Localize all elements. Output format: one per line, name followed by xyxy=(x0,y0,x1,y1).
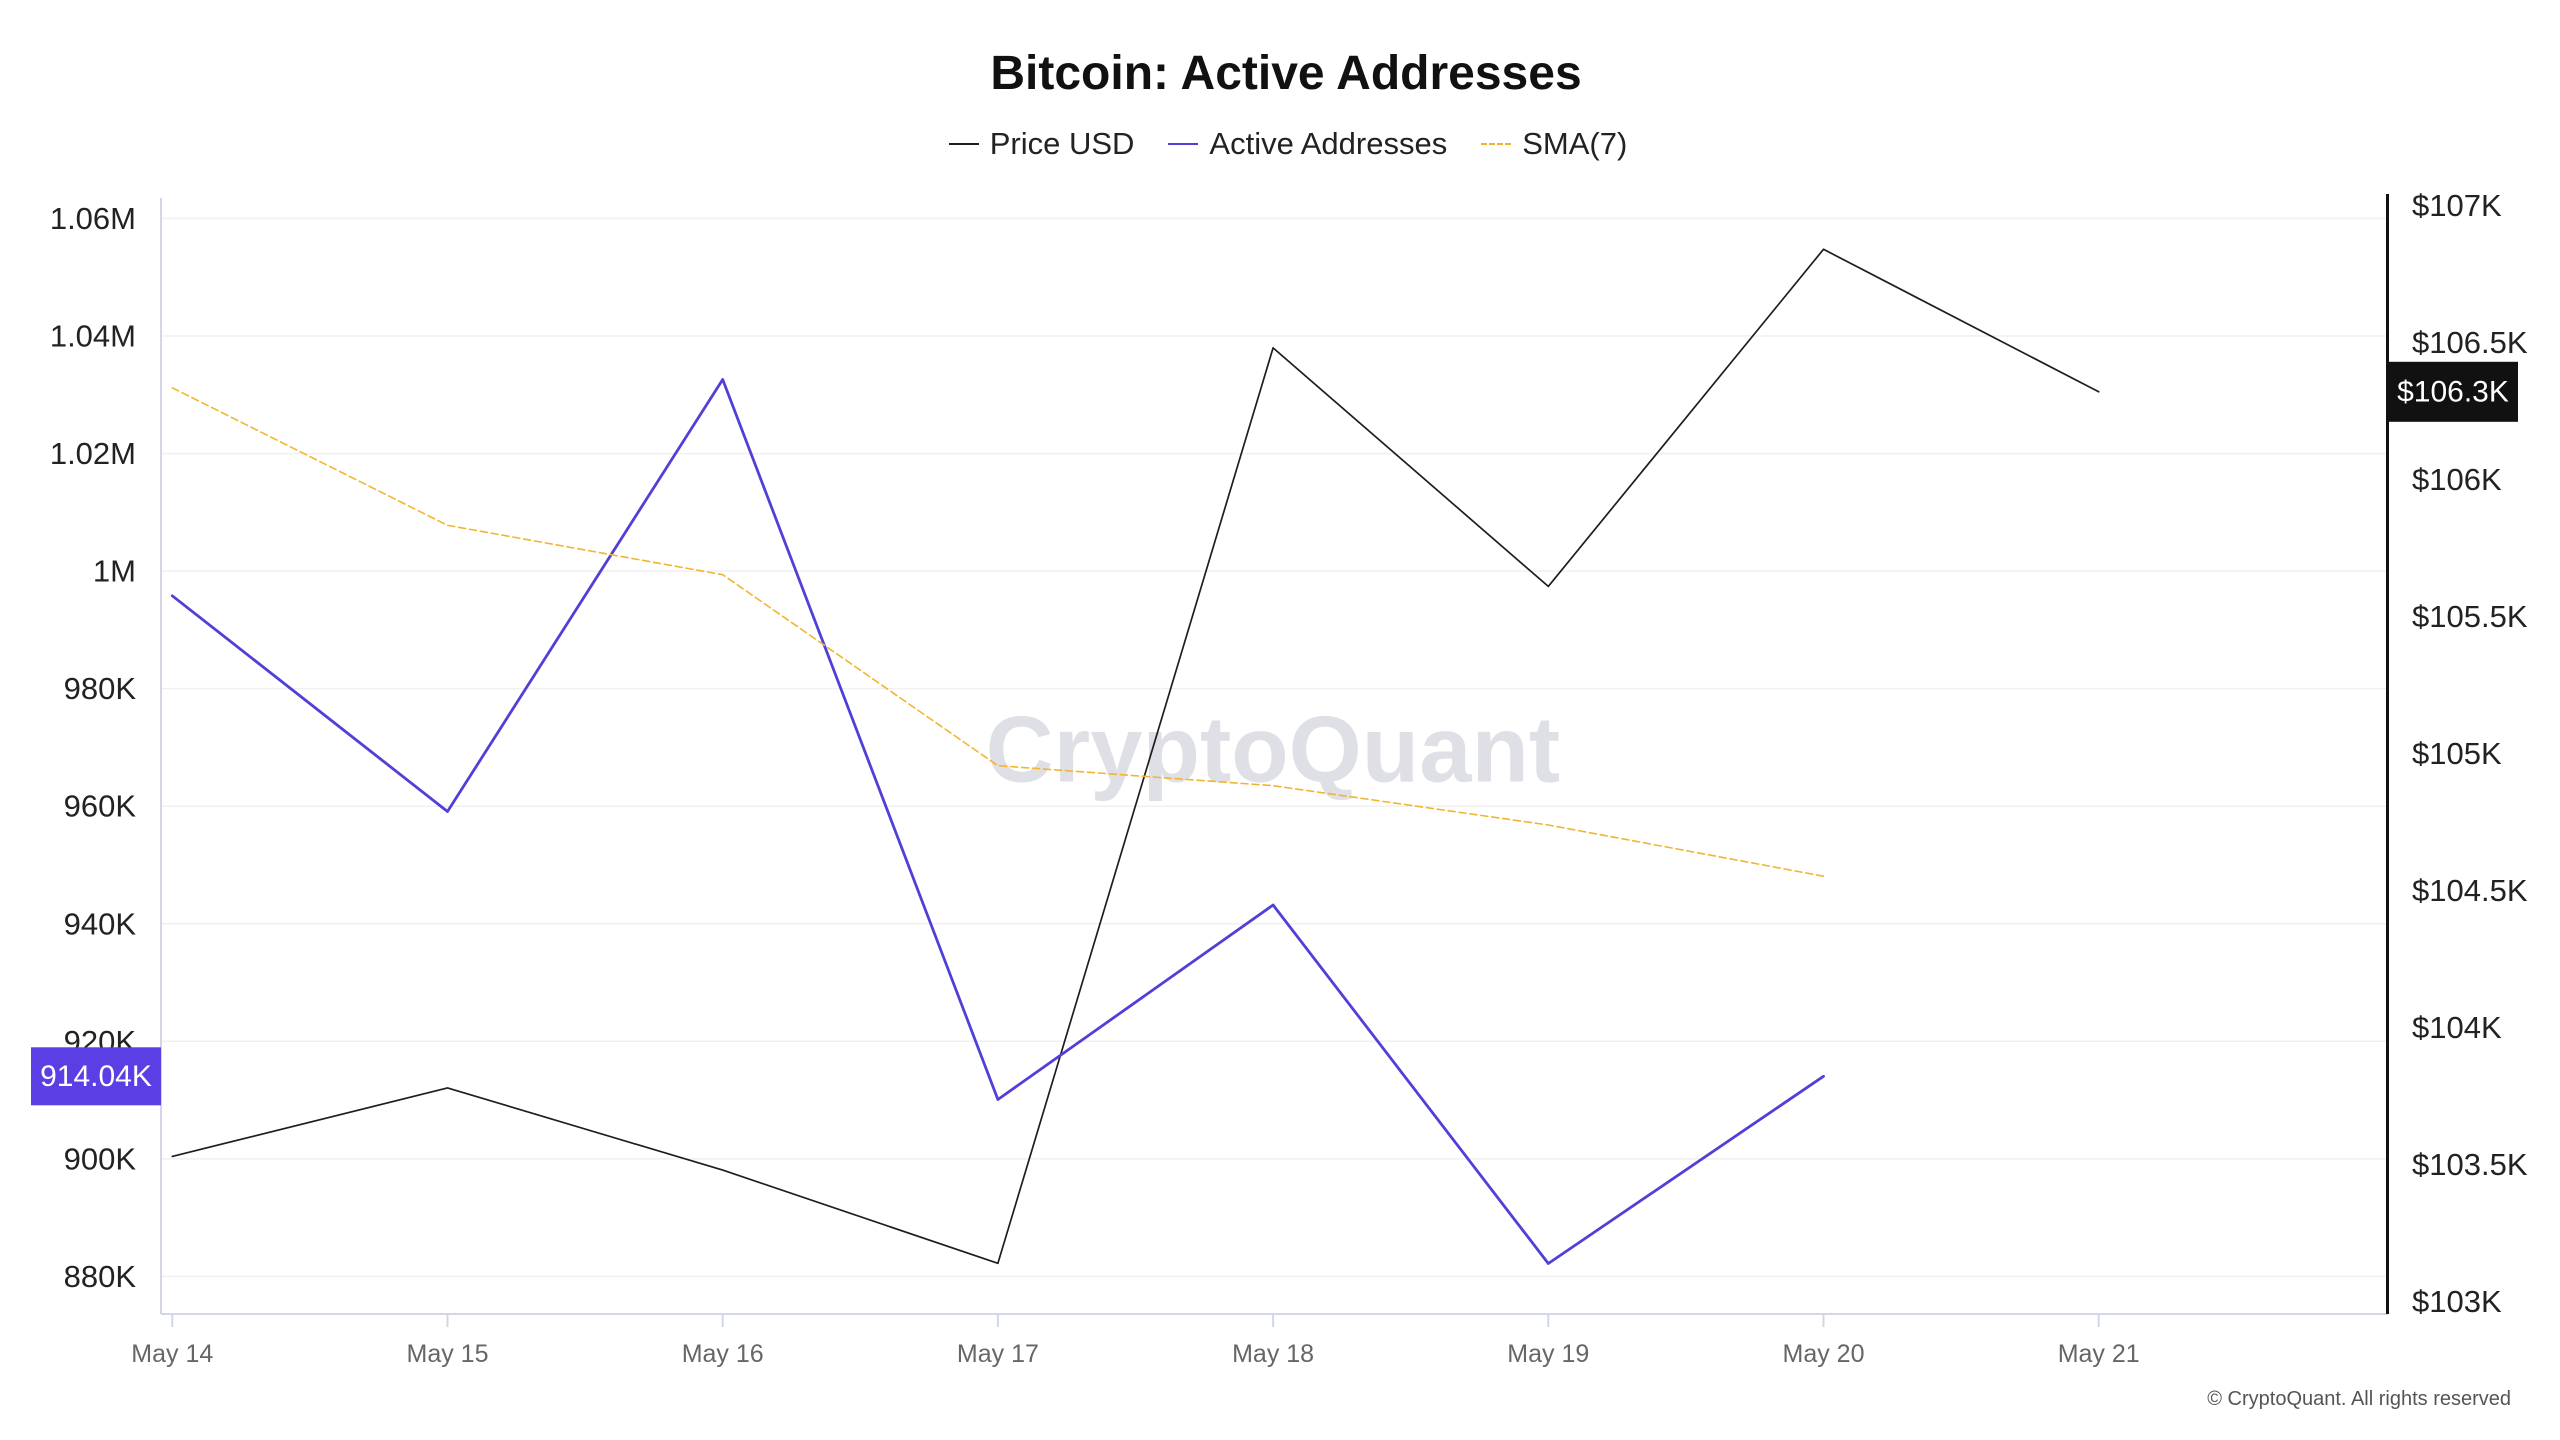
data-point-active-addresses xyxy=(718,375,728,385)
y-left-tick-label: 940K xyxy=(64,906,137,941)
data-point-sma-7 xyxy=(993,761,1003,771)
x-tick-label: May 20 xyxy=(1783,1340,1865,1368)
x-tick-label: May 18 xyxy=(1232,1340,1314,1368)
copyright-notice: © CryptoQuant. All rights reserved xyxy=(2207,1388,2511,1410)
y-right-tick-label: $106.5K xyxy=(2412,325,2528,360)
data-point-sma-7 xyxy=(1543,820,1553,830)
value-badges: 914.04K $106.3K xyxy=(31,361,2518,1106)
chart-legend: Price USD Active Addresses SMA(7) xyxy=(0,120,2560,168)
data-point-sma-7 xyxy=(167,383,177,393)
x-tick-label: May 17 xyxy=(957,1340,1039,1368)
gridlines xyxy=(161,217,2388,1278)
legend-label-sma-7: SMA(7) xyxy=(1522,126,1628,161)
legend-swatch-active-addresses xyxy=(1168,143,1199,145)
badge-background xyxy=(2388,361,2518,422)
data-point-price-usd xyxy=(167,1151,177,1161)
y-right-tick-label: $105.5K xyxy=(2412,599,2528,634)
chart-title: Bitcoin: Active Addresses xyxy=(990,47,1582,100)
legend-item-active-addresses[interactable]: Active Addresses xyxy=(1168,126,1447,162)
data-point-price-usd xyxy=(1819,244,1829,254)
y-left-tick-label: 1.06M xyxy=(50,201,136,236)
x-tick-label: May 15 xyxy=(407,1340,489,1368)
data-point-price-usd xyxy=(718,1165,728,1175)
data-point-sma-7 xyxy=(1819,871,1829,881)
y-left-tick-label: 1.02M xyxy=(50,436,136,471)
y-right-tick-label: $104.5K xyxy=(2412,873,2528,908)
active-addresses-value-badge: 914.04K xyxy=(31,1047,161,1106)
axis-tick-labels: 1.06M1.04M1.02M1M980K960K940K920K900K880… xyxy=(50,188,2528,1368)
data-point-price-usd xyxy=(2094,387,2104,397)
badge-background xyxy=(31,1047,161,1106)
legend-item-price-usd[interactable]: Price USD xyxy=(948,126,1135,162)
data-point-active-addresses xyxy=(1543,1259,1553,1269)
data-point-price-usd xyxy=(1543,581,1553,591)
price-usd-value-badge: $106.3K xyxy=(2388,361,2518,422)
y-left-tick-label: 960K xyxy=(64,789,137,824)
x-tick-label: May 14 xyxy=(131,1340,213,1368)
data-point-sma-7 xyxy=(1268,781,1278,791)
data-point-active-addresses xyxy=(167,591,177,601)
y-right-tick-label: $103.5K xyxy=(2412,1147,2528,1182)
plot-series xyxy=(167,244,2104,1269)
x-tick-label: May 21 xyxy=(2058,1340,2140,1368)
data-point-price-usd xyxy=(1268,343,1278,353)
y-left-tick-label: 900K xyxy=(64,1141,137,1176)
data-point-active-addresses xyxy=(993,1095,1003,1105)
data-point-sma-7 xyxy=(718,570,728,580)
data-point-active-addresses xyxy=(1268,900,1278,910)
badge-label: 914.04K xyxy=(40,1060,152,1093)
x-tick-label: May 16 xyxy=(682,1340,764,1368)
data-point-active-addresses xyxy=(443,807,453,817)
y-right-tick-label: $103K xyxy=(2412,1284,2502,1319)
axes xyxy=(160,194,2389,1327)
y-left-tick-label: 880K xyxy=(64,1259,137,1294)
y-left-tick-label: 1.04M xyxy=(50,319,136,354)
legend-swatch-price-usd xyxy=(948,143,979,145)
y-right-tick-label: $107K xyxy=(2412,188,2502,223)
data-point-sma-7 xyxy=(443,520,453,530)
x-tick-label: May 19 xyxy=(1507,1340,1589,1368)
y-left-tick-label: 1M xyxy=(93,554,136,589)
watermark-logo: CryptoQuant xyxy=(986,697,1560,802)
legend-item-sma-7[interactable]: SMA(7) xyxy=(1481,126,1627,162)
y-right-tick-label: $104K xyxy=(2412,1010,2502,1045)
legend-swatch-sma-7 xyxy=(1481,143,1512,145)
series-line-sma-7 xyxy=(171,386,1825,878)
legend-label-active-addresses: Active Addresses xyxy=(1209,126,1448,161)
series-line-price-usd xyxy=(171,248,2100,1265)
data-point-price-usd xyxy=(993,1258,1003,1268)
data-point-active-addresses xyxy=(1819,1071,1829,1081)
y-right-tick-label: $105K xyxy=(2412,736,2502,771)
legend-label-price-usd: Price USD xyxy=(989,126,1135,161)
series-line-active-addresses xyxy=(170,378,1825,1265)
y-right-tick-label: $106K xyxy=(2412,462,2502,497)
y-left-tick-label: 980K xyxy=(64,671,137,706)
data-point-price-usd xyxy=(443,1083,453,1093)
badge-label: $106.3K xyxy=(2397,375,2509,408)
